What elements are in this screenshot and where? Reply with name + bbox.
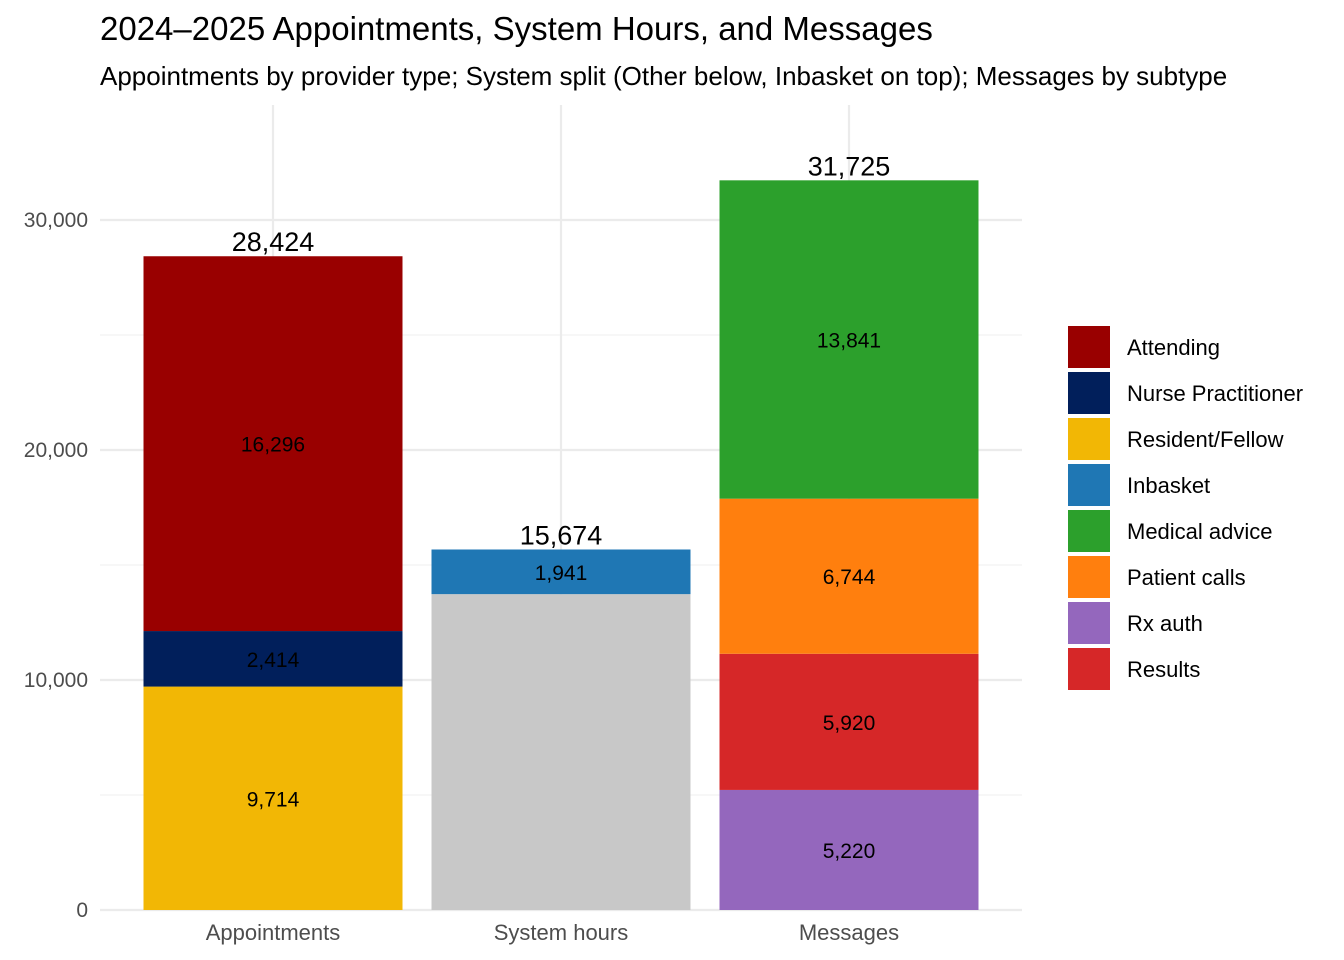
y-tick-label: 10,000 [24, 669, 88, 692]
y-tick-label: 30,000 [24, 209, 88, 232]
bar-segment-results [719, 653, 979, 790]
legend-label: Attending [1127, 335, 1220, 360]
x-tick-label: Appointments [206, 920, 341, 945]
legend-key [1068, 372, 1110, 414]
bar-total-label: 28,424 [232, 227, 315, 257]
legend-key [1068, 326, 1110, 368]
segment-value-label: 16,296 [241, 434, 305, 457]
bar-segment-inbasket [431, 549, 691, 595]
y-tick-label: 0 [76, 899, 88, 922]
y-tick-label: 20,000 [24, 439, 88, 462]
x-tick-label: System hours [494, 920, 629, 945]
segment-value-label: 5,920 [823, 712, 876, 735]
bar-total-label: 15,674 [520, 520, 603, 550]
legend: Attending Nurse Practitioner Resident/Fell… [1068, 326, 1303, 690]
legend-key [1068, 602, 1110, 644]
x-tick-label: Messages [799, 920, 899, 945]
segment-value-label: 1,941 [535, 562, 588, 585]
legend-label: Inbasket [1127, 473, 1210, 498]
bar-segment-patient-calls [719, 498, 979, 654]
legend-label: Results [1127, 657, 1200, 682]
legend-key [1068, 648, 1110, 690]
legend-label: Medical advice [1127, 519, 1273, 544]
bar-stack-appointments: 9,714 2,414 16,296 28,424 [143, 227, 403, 910]
legend-label: Patient calls [1127, 565, 1246, 590]
x-axis: Appointments System hours Messages [206, 920, 899, 945]
bar-segment-other [431, 594, 691, 910]
bar-segment-resident-fellow [143, 686, 403, 910]
segment-value-label: 13,841 [817, 329, 881, 352]
segment-value-label: 9,714 [247, 788, 300, 811]
bar-stack-system-hours: 1,941 15,674 [431, 520, 691, 910]
bar-segment-rx-auth [719, 789, 979, 910]
bar-stack-messages: 5,220 5,920 6,744 13,841 31,725 [719, 151, 979, 910]
bar-segment-attending [143, 256, 403, 632]
segment-value-label: 2,414 [247, 649, 300, 672]
legend-label: Rx auth [1127, 611, 1203, 636]
legend-label: Resident/Fellow [1127, 427, 1284, 452]
bar-segment-medical-advice [719, 180, 979, 499]
y-axis: 0 10,000 20,000 30,000 [24, 209, 88, 922]
bar-total-label: 31,725 [808, 151, 891, 181]
legend-key [1068, 464, 1110, 506]
chart-subtitle: Appointments by provider type; System sp… [100, 61, 1227, 91]
bar-segment-nurse-practitioner [143, 631, 403, 687]
bars: 9,7142,41416,29628,4241,94115,6745,2205,… [143, 151, 979, 910]
chart-title: 2024–2025 Appointments, System Hours, an… [100, 10, 933, 47]
legend-key [1068, 510, 1110, 552]
segment-value-label: 6,744 [823, 566, 876, 589]
segment-value-label: 5,220 [823, 840, 876, 863]
legend-key [1068, 556, 1110, 598]
legend-label: Nurse Practitioner [1127, 381, 1303, 406]
legend-key [1068, 418, 1110, 460]
